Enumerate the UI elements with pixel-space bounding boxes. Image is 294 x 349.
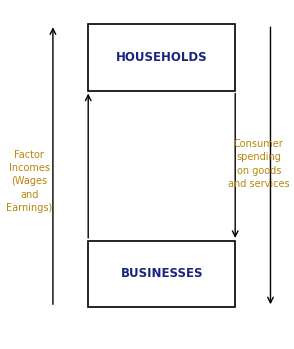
Text: Factor
Incomes
(Wages
and
Earnings): Factor Incomes (Wages and Earnings) (6, 150, 53, 213)
Bar (88, 24, 235, 91)
Bar (88, 241, 235, 307)
Text: Consumer
spending
on goods
and services: Consumer spending on goods and services (228, 139, 290, 189)
Text: BUSINESSES: BUSINESSES (121, 267, 203, 281)
Text: HOUSEHOLDS: HOUSEHOLDS (116, 51, 208, 64)
